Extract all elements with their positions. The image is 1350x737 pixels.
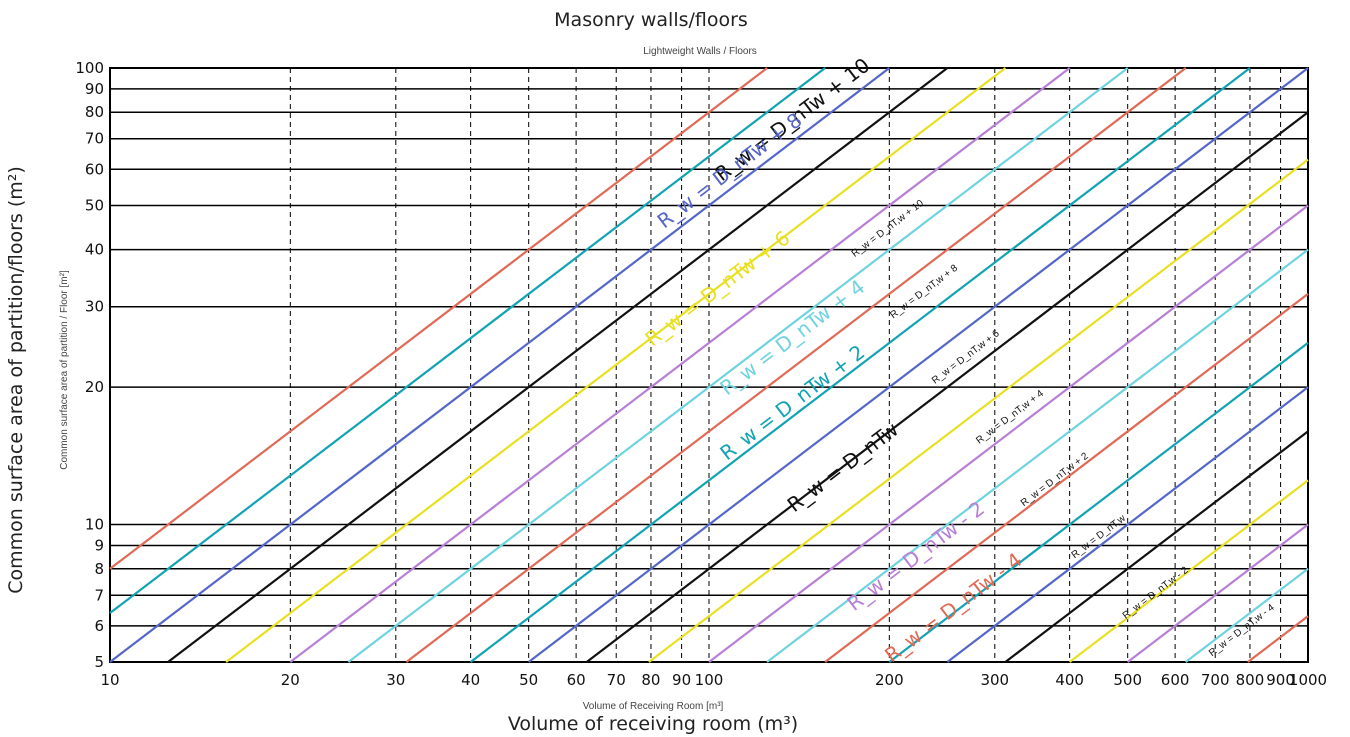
series-line (167, 67, 949, 663)
x-tick-label: 200 (875, 671, 904, 689)
chart-subtitle: Lightweight Walls / Floors (643, 46, 757, 57)
series-line (1127, 523, 1309, 663)
x-axis-label-sub: Volume of Receiving Room [m³] (583, 701, 724, 712)
series-line (225, 67, 1007, 663)
series-line (946, 386, 1309, 663)
line-annotation: R_w = D_nTw + 2 (715, 340, 869, 465)
x-tick-label: 60 (567, 671, 586, 689)
x-tick-label: 800 (1236, 671, 1265, 689)
x-tick-label: 1000 (1289, 671, 1327, 689)
x-tick-label: 400 (1055, 671, 1084, 689)
y-tick-label: 70 (85, 130, 104, 148)
x-tick-label: 20 (281, 671, 300, 689)
series-lines (109, 67, 1309, 663)
y-tick-label: 90 (85, 80, 104, 98)
x-axis-label: Volume of receiving room (m³) (508, 713, 798, 735)
series-line (405, 67, 1187, 663)
y-tick-label: 6 (94, 617, 104, 635)
y-tick-label: 10 (85, 516, 104, 534)
x-tick-label: 50 (519, 671, 538, 689)
y-tick-label: 100 (75, 59, 104, 77)
series-line (648, 158, 1309, 663)
series-line (109, 67, 768, 570)
y-tick-label: 80 (85, 103, 104, 121)
y-tick-label: 30 (85, 298, 104, 316)
series-line (708, 204, 1309, 663)
series-line (469, 67, 1251, 663)
series-line (289, 67, 1071, 663)
line-annotation-small: R_w = D_nT,w + 6 (930, 328, 1002, 387)
series-line (1004, 430, 1309, 663)
line-annotation-small: R_w = D_nT,w - 2 (1121, 565, 1191, 622)
line-annotation-small: R_w = D_nT,w + 4 (974, 388, 1046, 447)
x-tick-label: 900 (1266, 671, 1295, 689)
x-tick-label: 70 (607, 671, 626, 689)
series-line (109, 67, 890, 663)
line-annotation-small: R_w = D_nT,w + 2 (1019, 451, 1091, 510)
series-line (766, 248, 1309, 663)
series-line (1247, 615, 1309, 663)
x-tick-label: 100 (695, 671, 724, 689)
y-axis-label: Common surface area of partition/floors … (5, 166, 27, 594)
chart-title: Masonry walls/floors (554, 9, 748, 31)
series-line (824, 293, 1309, 663)
y-tick-label: 9 (94, 536, 104, 554)
x-tick-label: 10 (100, 671, 119, 689)
tick-labels: 10 20 30 40 50 60 70 80 90 100 200 300 400 500 600 700 8… (75, 59, 1327, 689)
y-axis-label-sub: Common surface area of partition / Floor… (59, 270, 70, 470)
series-line (109, 67, 826, 614)
line-annotation-small: R_w = D_nT,w (1070, 512, 1129, 560)
x-tick-label: 300 (980, 671, 1009, 689)
x-tick-label: 500 (1113, 671, 1142, 689)
x-tick-label: 90 (672, 671, 691, 689)
y-tick-label: 20 (85, 378, 104, 396)
series-line (586, 111, 1309, 663)
line-annotation: R_w = D_nTw (783, 417, 903, 517)
annotations: R_w = D_nTw + 10R_w = D_nTw + 8R_w = D_n… (640, 53, 1277, 667)
series-line (1068, 479, 1309, 663)
y-tick-label: 8 (94, 560, 104, 578)
y-tick-label: 7 (94, 586, 104, 604)
line-annotation-small: R_w = D_nT,w + 8 (888, 263, 960, 322)
series-line (888, 342, 1309, 663)
line-annotation: R_w = D_nTw + 8 (653, 108, 807, 233)
x-tick-label: 700 (1201, 671, 1230, 689)
y-tick-label: 50 (85, 196, 104, 214)
y-tick-label: 5 (94, 653, 104, 671)
line-annotation-small: R_w = D_nT,w - 4 (1207, 602, 1277, 659)
x-tick-label: 40 (461, 671, 480, 689)
series-line (528, 67, 1309, 663)
y-tick-label: 60 (85, 160, 104, 178)
line-annotation: R_w = D_nTw + 4 (715, 275, 869, 400)
x-tick-label: 30 (386, 671, 405, 689)
x-tick-label: 80 (641, 671, 660, 689)
series-line (1185, 567, 1309, 663)
y-tick-label: 40 (85, 241, 104, 259)
series-line (347, 67, 1129, 663)
x-tick-label: 600 (1161, 671, 1190, 689)
